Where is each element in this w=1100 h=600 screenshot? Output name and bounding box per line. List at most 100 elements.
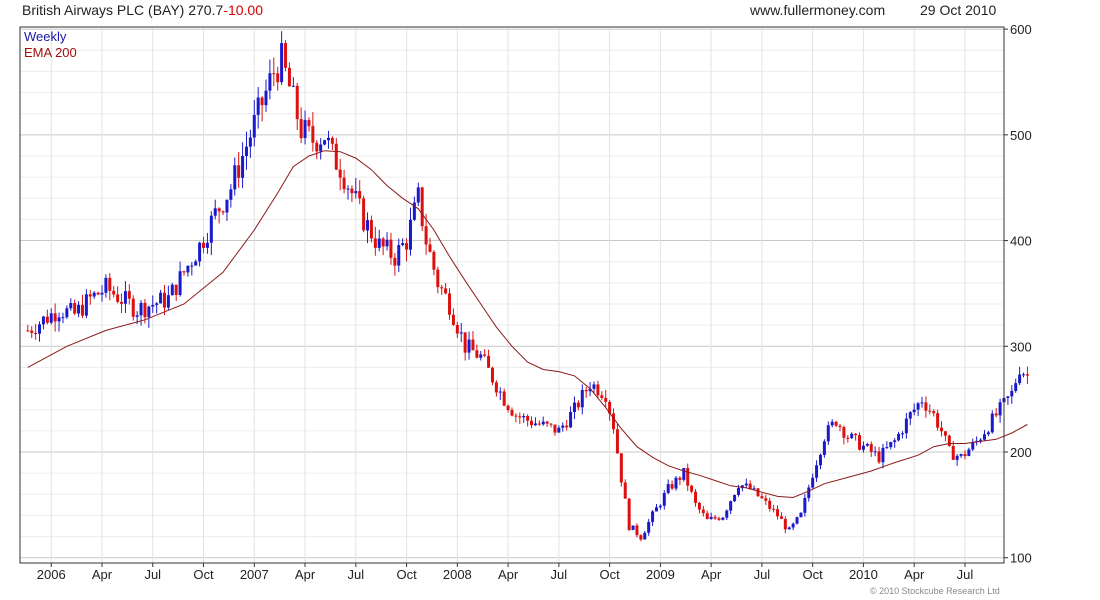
- candle-body: [631, 525, 635, 530]
- candle-body: [295, 85, 299, 120]
- candle-body: [877, 451, 881, 463]
- candle-body: [764, 498, 768, 501]
- candle-body: [959, 454, 963, 456]
- candle-body: [619, 453, 623, 483]
- x-tick-label: Apr: [498, 567, 519, 582]
- candle-body: [30, 330, 34, 333]
- candle-body: [986, 432, 990, 435]
- candle-body: [850, 433, 854, 439]
- candle-body: [174, 284, 178, 295]
- y-tick-label: 100: [1010, 551, 1032, 566]
- candle-body: [721, 517, 725, 520]
- x-axis: 2006 Apr Jul Oct 2007 Apr Jul Oct 2008 Apr Jul Oct 2…: [37, 563, 974, 582]
- candle-body: [366, 220, 370, 231]
- candle-body: [57, 317, 61, 322]
- candle-body: [740, 485, 744, 489]
- price-candles: [26, 31, 1029, 542]
- x-tick-label: Oct: [600, 567, 621, 582]
- candle-body: [34, 332, 38, 334]
- candle-body: [717, 518, 721, 520]
- candle-body: [615, 429, 619, 454]
- candle-body: [928, 410, 932, 412]
- plot-frame: [19, 26, 1005, 564]
- candle-body: [975, 440, 979, 442]
- candle-body: [549, 423, 553, 425]
- candle-body: [260, 97, 264, 106]
- candle-body: [1018, 374, 1022, 384]
- candle-body: [198, 242, 202, 262]
- candle-body: [729, 501, 733, 511]
- candle-body: [994, 413, 998, 416]
- candle-body: [787, 527, 791, 530]
- candle-body: [69, 303, 73, 309]
- candle-body: [342, 177, 346, 190]
- candle-body: [943, 431, 947, 436]
- candle-body: [955, 455, 959, 460]
- candle-body: [639, 535, 643, 540]
- candle-body: [92, 292, 96, 297]
- candle-body: [471, 339, 475, 351]
- website-link[interactable]: www.fullermoney.com: [750, 2, 886, 18]
- candle-body: [580, 389, 584, 408]
- candle-body: [893, 440, 897, 443]
- candle-body: [112, 290, 116, 295]
- candle-body: [1025, 374, 1029, 376]
- legend-weekly: Weekly: [24, 29, 67, 44]
- x-tick-label: Jul: [347, 567, 364, 582]
- candle-body: [241, 156, 245, 178]
- candle-body: [1022, 374, 1026, 376]
- y-tick-label: 500: [1010, 128, 1032, 143]
- candle-body: [307, 120, 311, 127]
- candle-body: [936, 413, 940, 428]
- chart-title: British Airways PLC (BAY) 270.7-10.00: [22, 2, 263, 18]
- symbol-name: British Airways PLC (BAY): [22, 2, 185, 18]
- candle-body: [592, 384, 596, 389]
- candle-body: [45, 316, 49, 323]
- candle-body: [100, 292, 104, 295]
- candle-body: [104, 277, 108, 293]
- candle-body: [326, 137, 330, 141]
- candle-body: [557, 427, 561, 433]
- candle-body: [303, 120, 307, 139]
- candle-body: [990, 413, 994, 433]
- candle-body: [725, 510, 729, 518]
- x-tick-label: Apr: [701, 567, 722, 582]
- candle-body: [842, 427, 846, 438]
- candle-body: [643, 532, 647, 540]
- candle-body: [424, 226, 428, 245]
- candle-body: [569, 411, 573, 428]
- candle-body: [143, 302, 147, 318]
- candle-body: [861, 445, 865, 450]
- candle-body: [604, 397, 608, 402]
- candle-body: [834, 421, 838, 426]
- candle-body: [752, 488, 756, 490]
- candle-body: [393, 257, 397, 266]
- candle-body: [319, 144, 323, 152]
- candle-body: [854, 433, 858, 436]
- candle-body: [963, 454, 967, 456]
- price-change: -10.00: [223, 2, 263, 18]
- candle-body: [623, 482, 627, 499]
- x-tick-label: Oct: [803, 567, 824, 582]
- x-tick-label: Jul: [957, 567, 974, 582]
- candle-body: [576, 402, 580, 408]
- candle-body: [213, 208, 217, 216]
- y-tick-label: 200: [1010, 445, 1032, 460]
- candle-body: [272, 73, 276, 75]
- candle-body: [998, 402, 1002, 416]
- candle-body: [818, 454, 822, 466]
- candle-body: [865, 443, 869, 446]
- candle-body: [736, 488, 740, 495]
- candle-body: [697, 502, 701, 510]
- candle-body: [502, 391, 506, 406]
- x-tick-label: 2006: [37, 567, 66, 582]
- candle-body: [608, 401, 612, 414]
- candle-body: [709, 516, 713, 520]
- candle-body: [971, 441, 975, 450]
- candle-body: [1006, 396, 1010, 398]
- candle-body: [162, 292, 166, 308]
- candle-body: [748, 483, 752, 489]
- candle-body: [522, 415, 526, 418]
- candle-body: [776, 509, 780, 517]
